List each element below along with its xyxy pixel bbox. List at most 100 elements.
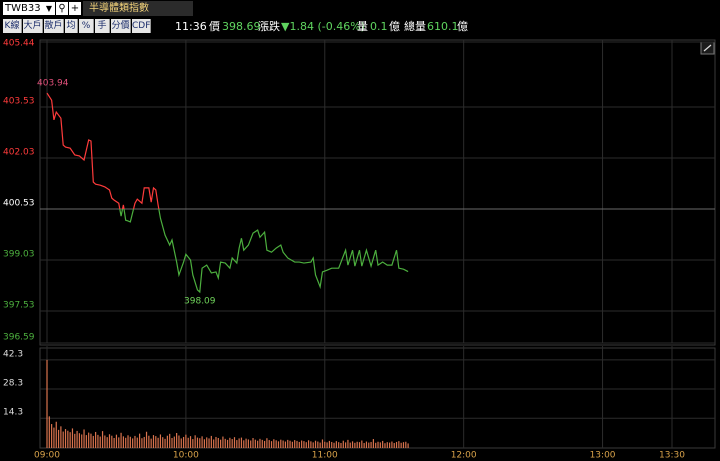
volume: 0.1 [370,20,388,33]
volume-bar [208,438,210,448]
volume-bar [282,440,284,448]
y-tick-label: 396.59 [3,333,35,343]
volume-bar [363,443,365,448]
price-line [46,92,409,294]
volume-bar [393,443,395,448]
volume-bar [335,441,337,448]
volume-bar [328,440,331,448]
volume-bar [294,440,296,448]
volume-bar [247,439,249,448]
volume-bar [240,437,243,448]
volume-bar [215,436,217,448]
volume-bar [402,442,405,448]
volume-bar [185,434,187,448]
volume-bar [307,440,310,448]
chart: 405.44 403.53 402.03 400.53 399.03 397.53 396.… [3,39,716,461]
toolbar-button[interactable]: K線 [3,19,22,33]
volume-bar [159,434,162,448]
volume-bar [55,421,57,448]
volume-bar [277,441,280,448]
search-button[interactable]: ⚲ [56,2,68,15]
volume-bar [361,440,363,448]
volume-bar [141,438,143,448]
volume-bar [377,441,379,448]
volume-bar [210,435,212,448]
symbol: TWB33 [5,3,41,14]
volume-bar [46,359,48,448]
volume-bar [97,434,99,448]
add-button[interactable]: + [69,2,81,15]
volume-bar [245,438,247,448]
price-panel [39,39,716,346]
volume-bar [319,442,321,448]
volume-bar [321,439,324,448]
volume-bar [171,438,173,448]
volume-panel [39,347,716,449]
volume-bar [194,435,196,448]
volume-bar [345,442,347,448]
total-unit: 億 [457,20,468,33]
volume-bar [173,436,175,448]
volume-bar [67,430,69,448]
volume-bar [155,436,157,448]
toolbar-button[interactable]: 均 [65,19,78,33]
volume-bar [368,442,370,448]
volume-bar [206,437,208,448]
volume-bar [92,435,94,448]
volume-bar [273,439,275,448]
toolbar-button[interactable]: 手 [95,19,110,33]
volume-bar [152,435,155,448]
volume-bar [291,441,293,448]
toolbar-bottom: K線 大戶 散戶均% 手分價 CDF 11:36 價 398.69 漲跌 ▼1.84 (… [0,18,720,35]
symbol-input[interactable]: TWB33 ▼ [3,2,55,15]
volume-bar [178,435,180,448]
price-label: 價 [209,20,220,33]
volume-bar [257,440,259,448]
volume-bar [351,441,354,448]
volume-bar [284,441,287,448]
toolbar-button[interactable]: 散戶 [44,19,64,33]
volume-bar [132,438,134,448]
volume-bar [375,442,377,448]
volume-bar [370,441,372,448]
toolbar-button[interactable]: % [79,19,94,33]
volume-bar [203,439,206,448]
volume-bar [275,440,277,448]
volume-bar [145,431,148,448]
volume-bar [384,443,386,448]
volume-bar [104,435,106,448]
volume-bar [358,442,361,448]
y-tick-label: 42.3 [3,349,23,359]
toolbar-button[interactable]: 分價 [111,19,131,33]
y-tick-label: 402.03 [3,147,35,157]
volume-bar [176,433,178,448]
y-tick-label: 400.53 [3,198,35,208]
y-tick-label: 397.53 [3,301,35,311]
volume-bar [90,433,92,448]
toolbar-button[interactable]: CDF [132,19,151,33]
dropdown-arrow[interactable]: ▼ [45,4,52,13]
change-label: 漲跌 [258,20,280,33]
volume-bar [303,441,305,448]
volume-bar [287,439,289,448]
volume-bar [118,437,120,448]
volume-bar [48,416,50,448]
volume-bar [64,429,67,448]
volume-bar [134,435,136,448]
volume-bar [250,440,252,448]
volume-bar [233,437,236,448]
volume-bar [129,436,131,448]
volume-bar [51,424,53,448]
volume-bar [333,442,335,448]
volume-bar [347,439,349,448]
max-label: 403.94 [37,79,69,89]
volume-bar [85,435,87,448]
volume-bar [340,443,342,448]
index-name: 半導體類指數 [83,1,193,16]
toolbar-button[interactable]: 大戶 [23,19,43,33]
volume-unit: 億 [389,20,400,33]
link-icon[interactable] [700,41,715,55]
volume-bar [88,432,90,448]
x-tick-label: 09:00 [34,451,60,461]
